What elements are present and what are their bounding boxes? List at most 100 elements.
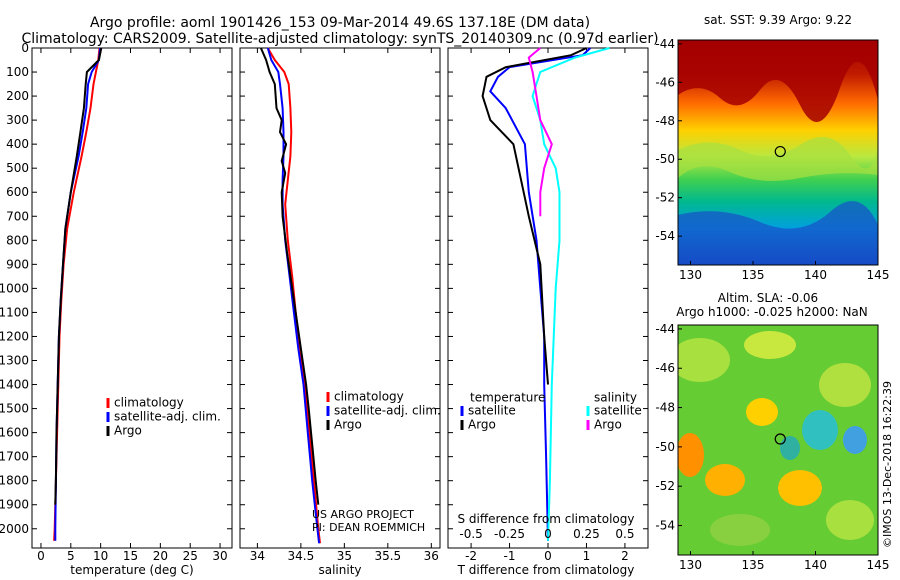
y-tick-label: 1600 [0, 426, 29, 440]
temperature-panel: 0 5 10 15 20 25 300100200300400500600700800900… [0, 41, 233, 577]
series-line-temperature-satellite [489, 47, 591, 541]
sst-argo-location-marker [774, 145, 786, 158]
figure-title-line1: Argo profile: aoml 1901426_153 09-Mar-20… [90, 15, 590, 31]
sst-map-field [678, 40, 878, 265]
x-tick-label: 34 [250, 549, 265, 563]
temperature-ticks: 0 5 10 15 20 25 300100200300400500600700800900… [0, 41, 232, 563]
y-tick-label: 1400 [0, 378, 29, 392]
map-x-tick-label: 145 [867, 558, 890, 572]
sla-map-subtitle: Argo h1000: -0.025 h2000: NaN [676, 305, 868, 319]
difference-series [481, 47, 610, 541]
map-x-tick-label: 140 [804, 268, 827, 282]
sla-map-ticks: 130 135 140 145 -44 -46 -48 -50 -52 -54 [655, 322, 889, 572]
x-tick-label: 15 [123, 549, 138, 563]
x-tick-label: 20 [153, 549, 168, 563]
y-tick-label: 700 [6, 209, 29, 223]
legend-label-t-argo: Argo [468, 418, 496, 432]
imos-watermark: ©IMOS 13-Dec-2018 16:22:39 [881, 381, 894, 548]
s-diff-tick-label: 0.5 [615, 527, 634, 541]
map-y-tick-label: -54 [655, 519, 675, 533]
legend-label-climatology: climatology [114, 396, 184, 410]
sla-blob [819, 363, 871, 407]
legend-label-t-satellite: satellite [468, 404, 516, 418]
sla-argo-location-marker [774, 433, 786, 445]
map-y-tick-label: -48 [655, 114, 675, 128]
sla-map-field [678, 325, 878, 555]
difference-axes-frame [447, 47, 649, 549]
map-y-tick-label: -46 [655, 361, 675, 375]
sla-blob [780, 436, 800, 460]
sla-blob [802, 410, 838, 450]
salinity-ticks: 34 34.5 35 35.5 36 [240, 47, 440, 563]
series-line-salinity-satellite [531, 47, 610, 541]
legend-title-temperature: temperature [470, 391, 545, 405]
series-line-climatology [266, 47, 321, 544]
y-tick-label: 800 [6, 233, 29, 247]
y-tick-label: 1900 [0, 498, 29, 512]
y-tick-label: 600 [6, 185, 29, 199]
map-y-tick-label: -50 [655, 440, 675, 454]
x-tick-label: 0 [37, 549, 45, 563]
y-tick-label: 0 [21, 41, 29, 55]
figure-title-line2: Climatology: CARS2009. Satellite-adjuste… [21, 31, 658, 47]
series-line-argo [259, 47, 320, 505]
salinity-panel: 34 34.5 35 35.5 36 salinity climatology sate… [239, 47, 441, 577]
y-tick-label: 400 [6, 137, 29, 151]
map-y-tick-label: -52 [655, 191, 675, 205]
s-difference-ticks: -0.5 -0.25 0 0.25 0.5 [459, 527, 634, 541]
x-tick-label: 1 [583, 549, 591, 563]
map-x-tick-label: 130 [679, 558, 702, 572]
y-tick-label: 1700 [0, 450, 29, 464]
sst-cold-band [678, 201, 878, 265]
x-tick-label: 5 [67, 549, 75, 563]
temperature-series [53, 47, 103, 541]
y-tick-label: 1800 [0, 474, 29, 488]
credit-line2: PI: DEAN ROEMMICH [312, 521, 425, 534]
sla-blob [678, 338, 730, 382]
map-y-tick-label: -44 [655, 37, 675, 51]
legend-label-climatology: climatology [334, 390, 404, 404]
sla-blob [705, 464, 745, 496]
x-tick-label: 10 [93, 549, 108, 563]
salinity-axes-frame [239, 47, 441, 549]
salinity-legend: climatology satellite-adj. clim. Argo [326, 390, 441, 432]
map-x-tick-label: 145 [867, 268, 890, 282]
legend-label-satellite: satellite-adj. clim. [114, 410, 221, 424]
map-x-tick-label: 140 [804, 558, 827, 572]
map-y-tick-label: -46 [655, 75, 675, 89]
x-tick-label: 30 [212, 549, 227, 563]
temperature-xlabel: temperature (deg C) [70, 563, 193, 577]
sst-front-band [678, 137, 878, 181]
x-tick-label: 35 [337, 549, 352, 563]
y-tick-label: 900 [6, 257, 29, 271]
credit-line1: US ARGO PROJECT [312, 508, 414, 521]
s-difference-xlabel: S difference from climatology [458, 512, 635, 526]
map-y-tick-label: -44 [655, 322, 675, 336]
sla-map-frame [677, 324, 879, 556]
sla-map-title: Altim. SLA: -0.06 [718, 291, 818, 305]
sst-warm-band [678, 40, 878, 122]
y-tick-label: 1000 [0, 281, 29, 295]
map-x-tick-label: 135 [742, 268, 765, 282]
legend-label-s-argo: Argo [594, 418, 622, 432]
x-tick-label: 35.5 [374, 549, 401, 563]
y-tick-label: 1300 [0, 354, 29, 368]
y-tick-label: 1200 [0, 329, 29, 343]
sla-blob [826, 500, 874, 540]
t-difference-xlabel: T difference from climatology [457, 563, 635, 577]
x-tick-label: 25 [183, 549, 198, 563]
temperature-axes-frame [31, 47, 233, 549]
y-tick-label: 1500 [0, 402, 29, 416]
legend-label-argo: Argo [114, 424, 142, 438]
s-diff-tick-label: 0 [544, 527, 552, 541]
sla-blob [678, 433, 704, 477]
s-diff-tick-label: -0.5 [459, 527, 482, 541]
difference-ticks: -2 -1 0 1 2 [448, 47, 648, 563]
legend-title-salinity: salinity [594, 391, 637, 405]
salinity-xlabel: salinity [318, 563, 361, 577]
sst-map-ticks: 130 135 140 145 -44 -46 -48 -50 -52 -54 [655, 37, 889, 282]
map-y-tick-label: -50 [655, 152, 675, 166]
map-y-tick-label: -54 [655, 229, 675, 243]
salinity-series [259, 47, 321, 544]
series-line-argo [54, 47, 103, 505]
